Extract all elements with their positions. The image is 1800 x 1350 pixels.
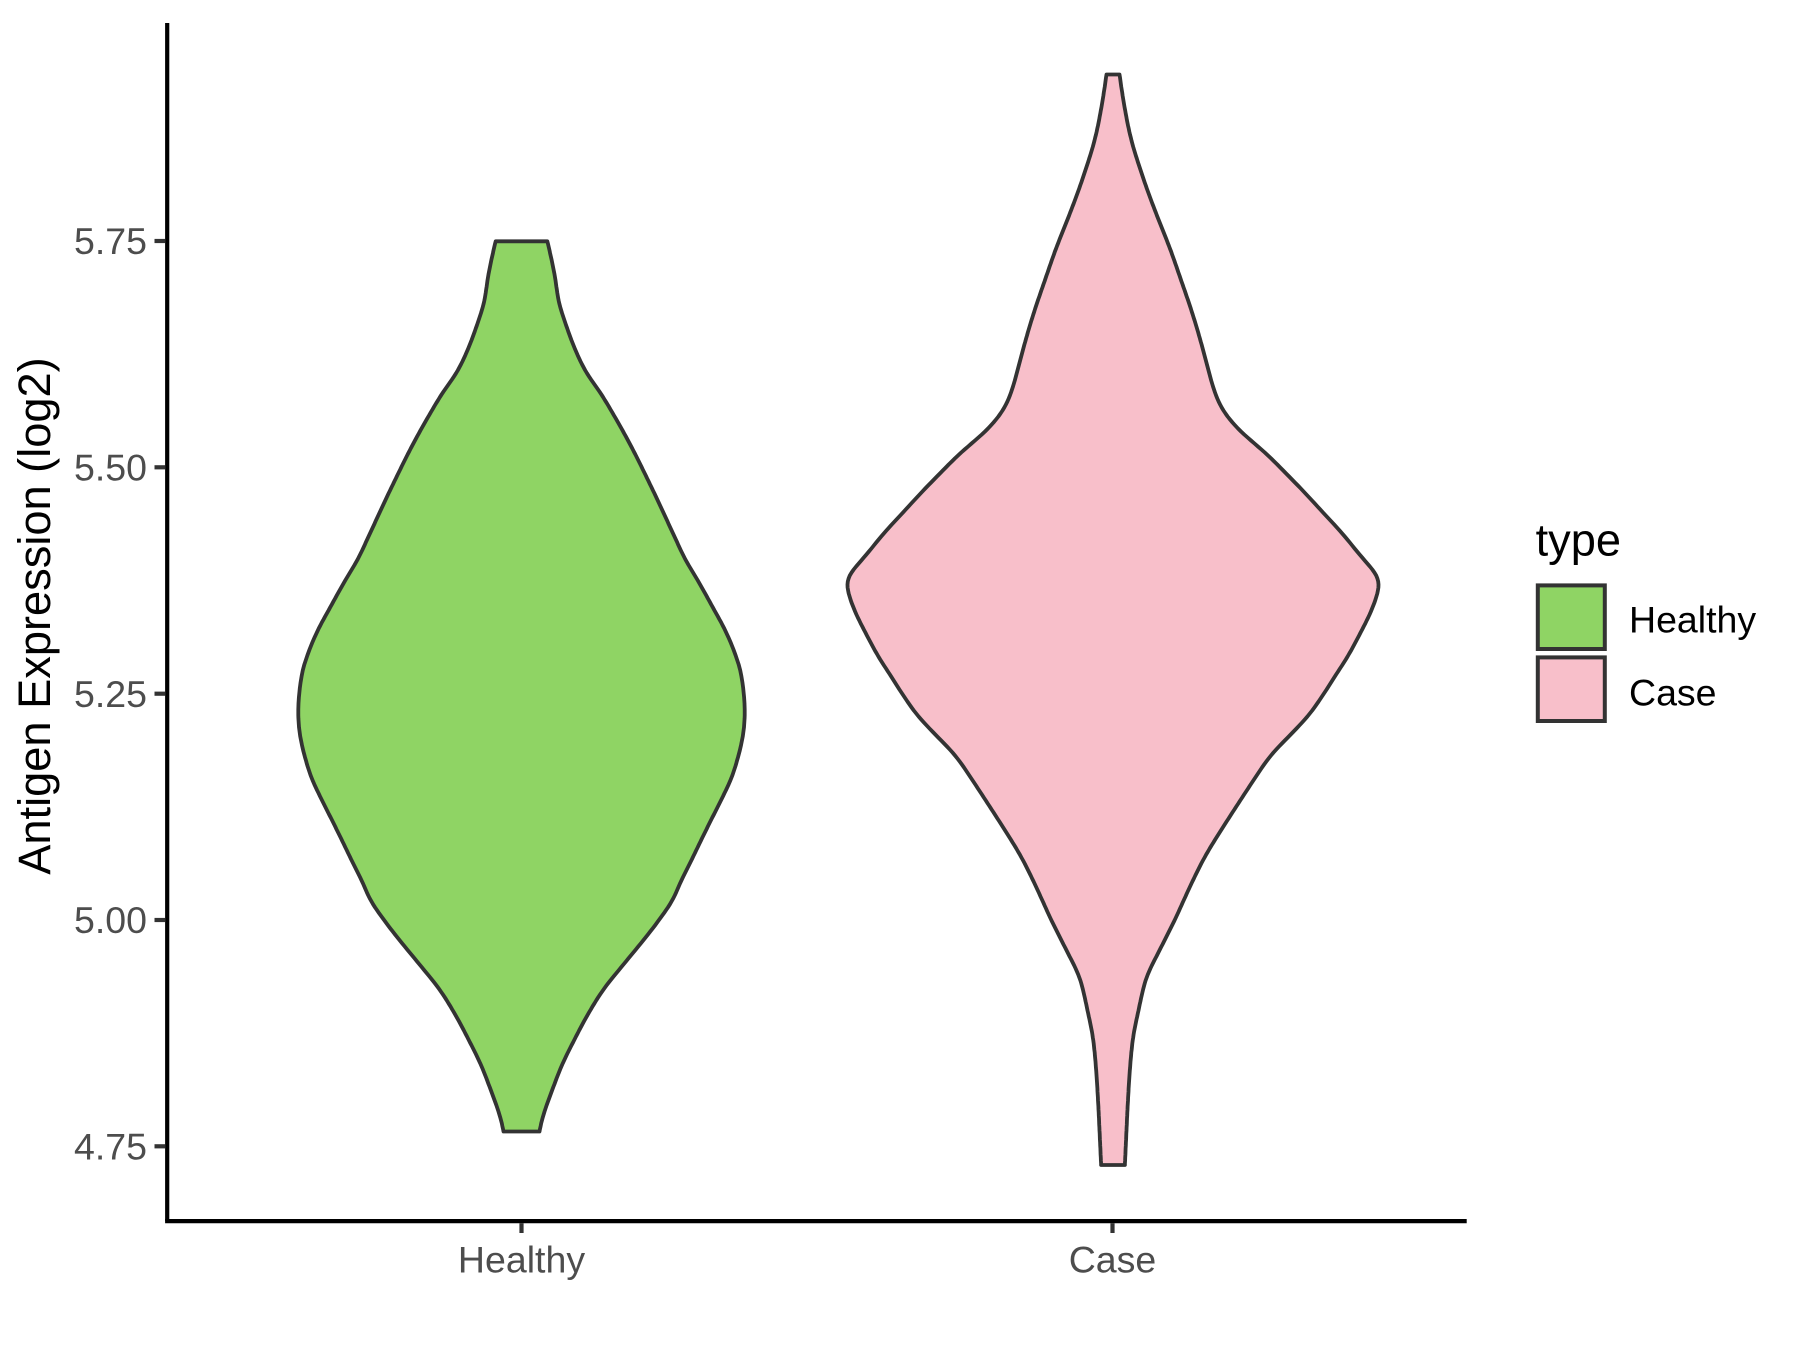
svg-text:Healthy: Healthy (1629, 599, 1756, 641)
svg-text:5.25: 5.25 (74, 673, 147, 715)
svg-text:5.00: 5.00 (74, 899, 147, 941)
svg-text:5.75: 5.75 (74, 220, 147, 262)
svg-text:Case: Case (1629, 672, 1717, 714)
svg-text:4.75: 4.75 (74, 1125, 147, 1167)
svg-text:type: type (1536, 515, 1621, 566)
svg-text:Healthy: Healthy (458, 1239, 585, 1281)
svg-text:Antigen Expression (log2): Antigen Expression (log2) (9, 357, 60, 874)
svg-text:5.50: 5.50 (74, 446, 147, 488)
svg-text:Case: Case (1069, 1239, 1157, 1281)
